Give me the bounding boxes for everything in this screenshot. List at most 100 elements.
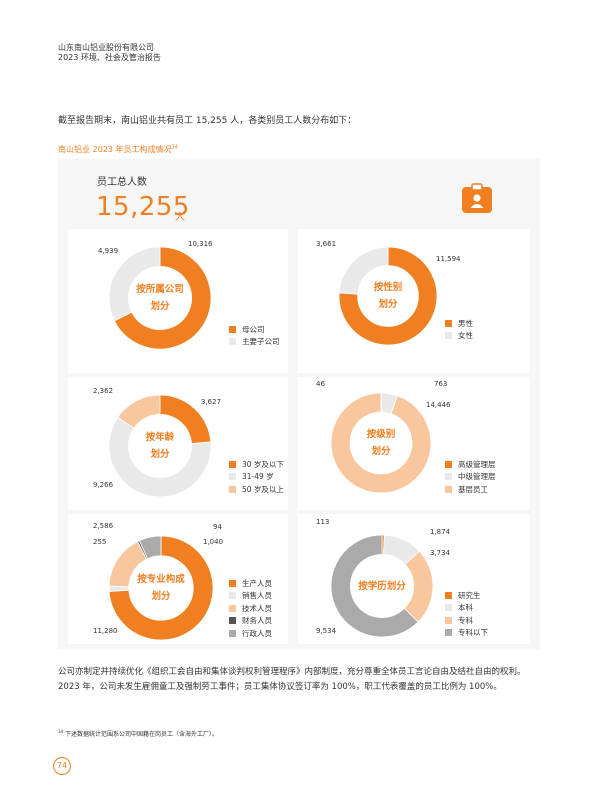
donut-education [330, 534, 434, 638]
legend-profession-item-0: 生产人员 [229, 577, 272, 590]
legend-profession-item-3: 财务人员 [229, 615, 272, 628]
legend-gender-text-0: 男性 [458, 318, 473, 328]
donut-gender-segment-0 [338, 246, 438, 346]
legend-profession-item-4: 行政人员 [229, 627, 272, 640]
legend-profession-text-1: 销售人员 [242, 591, 272, 601]
legend-education-item-3: 专科以下 [445, 627, 488, 640]
section-title-text: 南山铝业 2023 年员工构成情况 [58, 145, 172, 154]
legend-education-swatch-3 [445, 629, 452, 637]
legend-profession-swatch-2 [229, 604, 236, 612]
legend-education-swatch-0 [445, 591, 452, 599]
legend-profession-text-4: 行政人员 [242, 628, 272, 638]
value-label-edu-college: 3,734 [430, 549, 451, 557]
center-label-level: 按级别 划分 [366, 429, 396, 457]
donut-gender [338, 246, 438, 346]
legend-age-text-0: 30 岁及以下 [242, 459, 284, 469]
center-label-gender: 按性别 划分 [373, 282, 403, 310]
legend-gender-item-0: 男性 [445, 317, 473, 330]
legend-education-item-0: 研究生 [445, 589, 488, 602]
legend-education-text-3: 专科以下 [458, 628, 488, 638]
legend-age-text-1: 31-49 岁 [242, 472, 274, 482]
legend-profession-text-3: 财务人员 [242, 616, 272, 626]
legend-education-text-2: 专科 [458, 615, 473, 625]
policy-paragraph: 公司亦制定并持续优化《组织工会自由和集体谈判权利管理程序》内部制度，充分尊重全体… [58, 667, 526, 692]
donut-profession [108, 535, 214, 641]
legend-level: 高级管理层中级管理层基层员工 [445, 458, 496, 496]
legend-level-item-2: 基层员工 [445, 483, 496, 496]
donut-company-segment-0 [113, 246, 212, 350]
donut-age-segment-2 [117, 394, 161, 429]
page-number: 74 [53, 757, 71, 775]
donut-age-segment-1 [108, 416, 212, 498]
donut-company-segment-1 [108, 246, 161, 322]
donut-profession-segment-4 [138, 535, 162, 560]
legend-level-swatch-1 [445, 473, 452, 481]
legend-age-swatch-2 [229, 485, 236, 493]
value-label-prof-production: 11,280 [93, 627, 118, 635]
legend-education-text-0: 研究生 [458, 590, 481, 600]
value-label-company-subsidiary: 4,939 [98, 247, 119, 255]
section-title: 南山铝业 2023 年员工构成情况34 [58, 144, 178, 155]
legend-profession-swatch-3 [229, 617, 236, 625]
legend-age-item-0: 30 岁及以下 [229, 458, 284, 471]
value-label-prof-finance: 94 [213, 523, 222, 531]
center-label-profession: 按专业构成 划分 [137, 574, 185, 602]
value-label-gender-male: 11,594 [436, 255, 461, 263]
legend-education-item-1: 本科 [445, 602, 488, 615]
legend-profession-text-2: 技术人员 [242, 603, 272, 613]
donut-company [108, 246, 212, 350]
legend-age-text-2: 50 岁及以上 [242, 484, 284, 494]
legend-profession-item-1: 销售人员 [229, 590, 272, 603]
header-company: 山东南山铝业股份有限公司 [58, 43, 154, 52]
legend-level-text-0: 高级管理层 [458, 459, 496, 469]
legend-profession-text-0: 生产人员 [242, 578, 272, 588]
value-label-prof-admin: 1,040 [203, 538, 224, 546]
value-label-gender-female: 3,661 [316, 240, 337, 248]
legend-education-item-2: 专科 [445, 614, 488, 627]
center-label-education: 按学历划分 [358, 581, 406, 592]
legend-profession-item-2: 技术人员 [229, 602, 272, 615]
legend-company-item-1: 主要子公司 [229, 336, 280, 349]
donut-level [330, 392, 432, 494]
legend-company: 母公司 主要子公司 [229, 323, 280, 348]
legend-gender-swatch-0 [445, 319, 452, 327]
legend-level-swatch-2 [445, 485, 452, 493]
intro-text: 截至报告期末，南山铝业共有员工 15,255 人，各类别员工人数分布如下： [58, 116, 357, 126]
donut-age [108, 394, 212, 498]
legend-age-swatch-0 [229, 460, 236, 468]
value-label-level-middle: 763 [434, 380, 448, 388]
value-label-level-senior: 46 [316, 380, 325, 388]
legend-education-text-1: 本科 [458, 603, 473, 613]
footnote: 34 下述数据统计范围系公司中国籍在岗员工（含海外工厂）。 [58, 729, 218, 738]
legend-education: 研究生本科专科专科以下 [445, 589, 488, 639]
legend-age: 30 岁及以下 31-49 岁 50 岁及以上 [229, 458, 284, 496]
legend-profession-swatch-4 [229, 629, 236, 637]
donut-gender-segment-1 [338, 246, 389, 295]
total-unit: 人 [175, 212, 185, 223]
center-label-company: 按所属公司 划分 [136, 284, 184, 312]
section-note-ref: 34 [171, 144, 178, 151]
legend-gender-item-1: 女性 [445, 330, 473, 343]
legend-level-item-0: 高级管理层 [445, 458, 496, 471]
legend-company-swatch-1 [229, 338, 236, 346]
legend-age-item-2: 50 岁及以上 [229, 483, 284, 496]
legend-level-text-2: 基层员工 [458, 484, 488, 494]
footnote-ref: 34 [58, 729, 64, 734]
donut-education-segment-3 [330, 534, 419, 638]
legend-company-swatch-0 [229, 325, 236, 333]
legend-education-swatch-1 [445, 604, 452, 612]
total-value: 15,255 [96, 192, 190, 222]
value-label-prof-tech: 2,586 [93, 522, 114, 530]
legend-age-swatch-1 [229, 473, 236, 481]
footnote-text: 下述数据统计范围系公司中国籍在岗员工（含海外工厂）。 [65, 731, 219, 738]
value-label-edu-bachelor: 1,874 [430, 528, 451, 536]
legend-level-text-1: 中级管理层 [458, 472, 496, 482]
legend-company-item-0: 母公司 [229, 323, 280, 336]
card-gender [298, 229, 530, 373]
header-report: 2023 环境、社会及管治报告 [58, 53, 161, 62]
donut-profession-segment-0 [108, 535, 214, 641]
legend-education-swatch-2 [445, 616, 452, 624]
legend-age-item-1: 31-49 岁 [229, 471, 284, 484]
legend-company-text-0: 母公司 [242, 324, 265, 334]
value-label-company-parent: 10,316 [188, 240, 213, 248]
